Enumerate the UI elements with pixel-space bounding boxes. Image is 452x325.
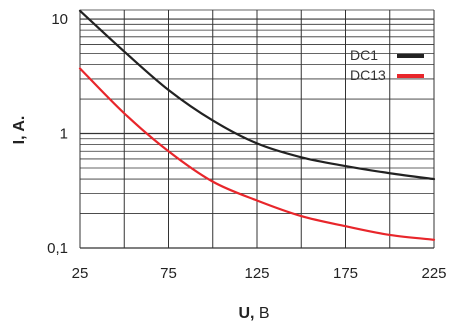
x-tick-label: 125 [244,265,269,282]
tick-labels: 25 75 125 175 225 10 1 0,1 [47,11,446,282]
series-line-dc1 [78,9,436,181]
legend-label-dc1: DC1 [350,47,378,63]
legend: DC1 DC13 [350,47,424,83]
series-line-dc13 [78,67,436,241]
y-axis-label: I, A. [11,116,28,145]
y-tick-label: 10 [51,11,68,28]
grid [79,9,435,249]
legend-label-dc13: DC13 [350,67,386,83]
series-layer [78,9,436,241]
x-axis-label: U, B [238,305,269,322]
x-axis-label-symbol: U, [238,305,254,322]
y-tick-label: 1 [60,126,68,143]
x-tick-label: 225 [421,265,446,282]
x-tick-label: 25 [72,265,89,282]
x-axis-label-unit: B [254,305,269,322]
y-tick-label: 0,1 [47,240,68,257]
x-tick-label: 175 [333,265,358,282]
x-tick-label: 75 [160,265,177,282]
